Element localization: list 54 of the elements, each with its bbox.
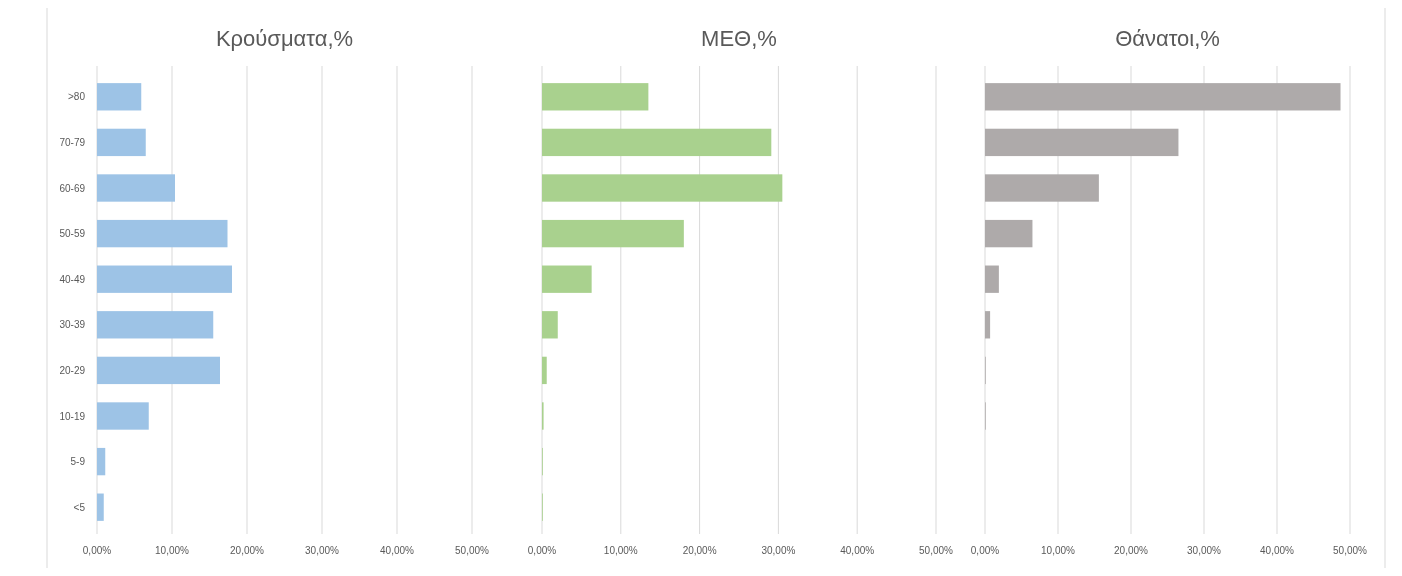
chart-title: Θάνατοι,% — [1115, 26, 1220, 51]
bar — [97, 311, 214, 339]
y-tick-label: >80 — [68, 91, 86, 103]
y-tick-label: 5-9 — [70, 456, 86, 468]
x-tick-label: 40,00% — [380, 545, 415, 556]
x-tick-label: 40,00% — [1260, 545, 1295, 556]
x-tick-label: 30,00% — [761, 545, 796, 556]
bar — [542, 174, 783, 202]
bar — [97, 128, 146, 157]
x-tick-label: 30,00% — [305, 545, 340, 556]
bar — [542, 83, 649, 111]
x-tick-label: 30,00% — [1187, 545, 1222, 556]
y-tick-label: 30-39 — [59, 319, 86, 331]
bar — [542, 219, 684, 248]
bar — [97, 174, 175, 202]
bar — [985, 265, 999, 293]
x-tick-label: 50,00% — [919, 545, 954, 556]
x-tick-label: 20,00% — [682, 545, 717, 556]
x-tick-label: 10,00% — [603, 545, 638, 556]
y-tick-label: 20-29 — [59, 364, 86, 376]
x-tick-label: 20,00% — [1114, 545, 1149, 556]
bar — [985, 83, 1341, 111]
chart-title: Κρούσματα,% — [215, 26, 354, 51]
x-tick-label: 20,00% — [230, 545, 265, 556]
chart-title: ΜΕΘ,% — [701, 26, 777, 51]
bar — [97, 493, 104, 521]
bar — [985, 311, 991, 339]
x-tick-label: 10,00% — [155, 545, 190, 556]
bar — [985, 219, 1033, 248]
x-tick-label: 50,00% — [1333, 545, 1368, 556]
bar — [985, 128, 1179, 157]
y-tick-label: 10-19 — [59, 410, 86, 422]
bar — [542, 265, 592, 293]
bar — [97, 447, 106, 476]
y-tick-label: 40-49 — [59, 273, 86, 285]
y-tick-label: 70-79 — [59, 136, 86, 148]
x-tick-label: 0,00% — [970, 545, 1000, 556]
x-tick-label: 10,00% — [1041, 545, 1076, 556]
y-tick-label: 60-69 — [59, 182, 86, 194]
x-tick-label: 0,00% — [82, 545, 112, 556]
bar — [97, 83, 142, 111]
bar — [97, 402, 149, 430]
x-tick-label: 0,00% — [527, 545, 557, 556]
x-tick-label: 50,00% — [455, 545, 490, 556]
bar — [97, 219, 228, 248]
bar — [542, 128, 772, 157]
x-tick-label: 40,00% — [840, 545, 875, 556]
bar — [542, 311, 558, 339]
bar — [542, 356, 547, 385]
y-tick-label: 50-59 — [59, 228, 86, 240]
y-tick-label: <5 — [73, 501, 86, 513]
bar — [97, 356, 220, 385]
bar — [985, 174, 1099, 202]
bar — [97, 265, 232, 293]
